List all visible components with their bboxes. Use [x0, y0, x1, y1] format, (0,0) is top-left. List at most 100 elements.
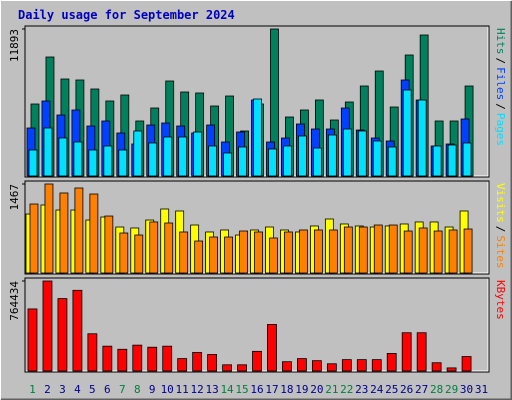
bar — [132, 344, 143, 372]
x-tick-label: 27 — [415, 383, 428, 396]
x-tick-label: 1 — [29, 383, 36, 396]
bar — [59, 192, 69, 274]
bar — [356, 359, 367, 372]
bar — [402, 89, 412, 177]
x-tick-label: 11 — [176, 383, 189, 396]
bar — [149, 221, 159, 274]
bar — [224, 236, 233, 274]
legend-entry: Hits — [494, 28, 507, 55]
bar — [72, 289, 83, 372]
bar — [29, 203, 39, 274]
bar — [388, 224, 398, 274]
bar — [372, 140, 382, 177]
y-tick-label: 764434 — [8, 281, 21, 321]
bar — [343, 226, 353, 274]
bar — [299, 229, 308, 274]
x-tick-label: 16 — [250, 383, 263, 396]
legend-entry: Pages — [494, 113, 507, 146]
legend-separator: / — [494, 103, 507, 110]
bar — [237, 364, 247, 372]
x-tick-label: 7 — [119, 383, 126, 396]
x-tick-label: 29 — [445, 383, 458, 396]
bar — [447, 144, 457, 177]
y-tick-label: 1467 — [8, 184, 21, 211]
bar — [267, 324, 277, 372]
bar — [431, 362, 442, 372]
bar — [371, 359, 382, 372]
bar — [222, 364, 232, 372]
x-tick-label: 6 — [104, 383, 111, 396]
bar — [238, 146, 247, 177]
bar — [311, 360, 322, 372]
x-tick-label: 12 — [191, 383, 204, 396]
x-tick-label: 14 — [220, 383, 234, 396]
bar — [27, 308, 38, 372]
legend: KBytes — [494, 280, 507, 320]
bar — [223, 152, 232, 177]
bar — [148, 142, 158, 177]
bar — [387, 146, 397, 177]
bar — [178, 136, 188, 177]
bar — [57, 298, 68, 372]
bar — [134, 234, 144, 274]
bar — [133, 130, 143, 177]
bar — [254, 231, 263, 274]
bar — [117, 348, 128, 372]
x-tick-label: 20 — [310, 383, 323, 396]
x-tick-label: 23 — [355, 383, 368, 396]
bar — [463, 228, 473, 274]
bar — [162, 345, 173, 372]
x-tick-label: 15 — [235, 383, 248, 396]
bar — [252, 350, 262, 372]
bar — [28, 149, 38, 177]
bar — [448, 229, 458, 274]
bar — [207, 354, 218, 372]
bar — [416, 332, 427, 372]
bar — [58, 137, 68, 177]
bar — [147, 346, 158, 372]
bar — [297, 358, 307, 372]
x-tick-label: 25 — [385, 383, 398, 396]
x-tick-label: 5 — [89, 383, 96, 396]
bar — [43, 127, 53, 177]
bar — [208, 145, 218, 177]
chart-title: Daily usage for September 2024 — [18, 8, 235, 22]
bar — [44, 183, 54, 274]
bar — [179, 231, 189, 274]
x-tick-label: 19 — [295, 383, 308, 396]
x-tick-label: 4 — [74, 383, 81, 396]
legend-separator: / — [494, 226, 507, 233]
bar — [269, 237, 278, 274]
bar — [312, 147, 322, 177]
bar — [177, 358, 188, 372]
bar — [118, 149, 128, 177]
bar — [327, 134, 337, 177]
bar — [164, 222, 174, 274]
legend-entry: KBytes — [494, 280, 507, 320]
bar — [268, 148, 277, 177]
legend-separator: / — [494, 58, 507, 65]
bar — [386, 353, 397, 372]
bar — [418, 227, 428, 274]
x-tick-label: 3 — [59, 383, 66, 396]
bar — [417, 99, 427, 177]
bar — [42, 280, 53, 372]
bar — [74, 187, 84, 274]
legend-entry: Sites — [494, 235, 507, 268]
bar — [88, 149, 98, 177]
x-tick-label: 10 — [161, 383, 174, 396]
bar — [462, 142, 472, 177]
x-tick-label: 22 — [340, 383, 353, 396]
x-tick-label: 17 — [265, 383, 278, 396]
bar — [432, 145, 442, 177]
legend: Visits / Sites — [494, 183, 507, 269]
legend: Hits / Files / Pages — [494, 28, 507, 146]
legend-entry: Files — [494, 67, 507, 100]
bar — [283, 145, 292, 177]
x-tick-label: 18 — [280, 383, 293, 396]
bar — [357, 130, 367, 177]
x-tick-label: 30 — [460, 383, 473, 396]
bar — [282, 361, 292, 372]
